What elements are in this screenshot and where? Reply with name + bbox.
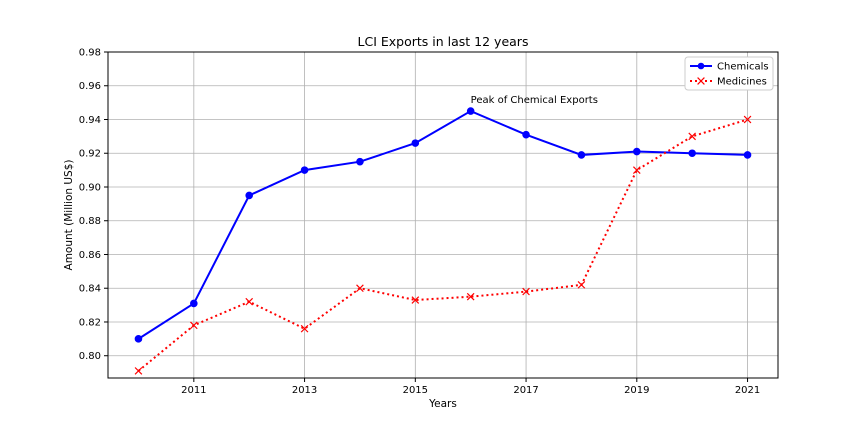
x-tick-label: 2013 — [292, 385, 317, 396]
annotation-label: Peak of Chemical Exports — [471, 95, 598, 106]
data-point-medicines — [356, 284, 364, 293]
data-point-chemicals — [743, 151, 752, 159]
y-tick-label: 0.86 — [79, 250, 101, 261]
data-point-chemicals — [411, 139, 420, 147]
x-tick-label: 2017 — [513, 385, 538, 396]
data-point-chemicals — [190, 299, 198, 308]
data-point-medicines — [245, 297, 254, 306]
data-point-medicines — [577, 281, 586, 289]
series-medicines — [134, 115, 752, 375]
legend-marker-chemicals — [697, 62, 705, 70]
y-tick-label: 0.96 — [79, 81, 101, 92]
y-tick-label: 0.88 — [79, 216, 101, 227]
data-point-chemicals — [466, 107, 475, 115]
data-point-medicines — [466, 292, 475, 301]
data-point-chemicals — [522, 130, 530, 139]
data-point-chemicals — [245, 191, 253, 200]
y-tick-label: 0.92 — [79, 149, 101, 160]
data-point-chemicals — [356, 157, 364, 166]
data-point-medicines — [300, 324, 309, 333]
y-tick-label: 0.80 — [79, 351, 101, 362]
data-point-medicines — [411, 296, 420, 304]
x-tick-label: 2011 — [181, 385, 206, 396]
data-point-chemicals — [688, 149, 696, 158]
series-line-chemicals — [137, 109, 748, 340]
y-tick-label: 0.94 — [79, 115, 101, 126]
data-point-medicines — [190, 321, 198, 330]
data-point-medicines — [743, 115, 752, 124]
legend-label-chemicals: Chemicals — [717, 62, 769, 73]
x-tick-label: 2015 — [403, 385, 428, 396]
plot-area-frame — [107, 51, 779, 379]
chart-title: LCI Exports in last 12 years — [358, 34, 529, 49]
series-chemicals — [134, 107, 752, 343]
legend: Chemicals Medicines — [684, 56, 774, 91]
y-tick-label: 0.90 — [79, 182, 101, 193]
grid-lines — [108, 51, 778, 378]
y-tick-label: 0.82 — [79, 317, 101, 328]
data-point-chemicals — [577, 151, 586, 159]
series-line-medicines — [137, 118, 748, 372]
data-point-medicines — [632, 166, 641, 174]
legend-marker-medicines — [697, 77, 705, 85]
data-point-chemicals — [134, 335, 143, 343]
data-point-medicines — [134, 367, 143, 375]
annotation-layer: Peak of Chemical Exports — [471, 95, 598, 106]
x-axis-label: Years — [428, 398, 457, 410]
axis-ticks: 0.80 0.82 0.84 0.86 0.88 0.90 0.92 0.94 0.96 0.98… — [79, 48, 761, 397]
x-tick-label: 2019 — [624, 385, 649, 396]
series-layer — [134, 107, 752, 375]
legend-label-medicines: Medicines — [717, 77, 767, 88]
x-tick-label: 2021 — [735, 385, 760, 396]
y-tick-label: 0.98 — [79, 48, 101, 59]
data-point-chemicals — [300, 166, 309, 174]
y-axis-label: Amount (Million US$) — [63, 160, 75, 271]
data-point-chemicals — [633, 147, 641, 156]
data-point-medicines — [688, 132, 696, 141]
data-point-medicines — [522, 287, 530, 296]
y-tick-label: 0.84 — [79, 284, 101, 295]
